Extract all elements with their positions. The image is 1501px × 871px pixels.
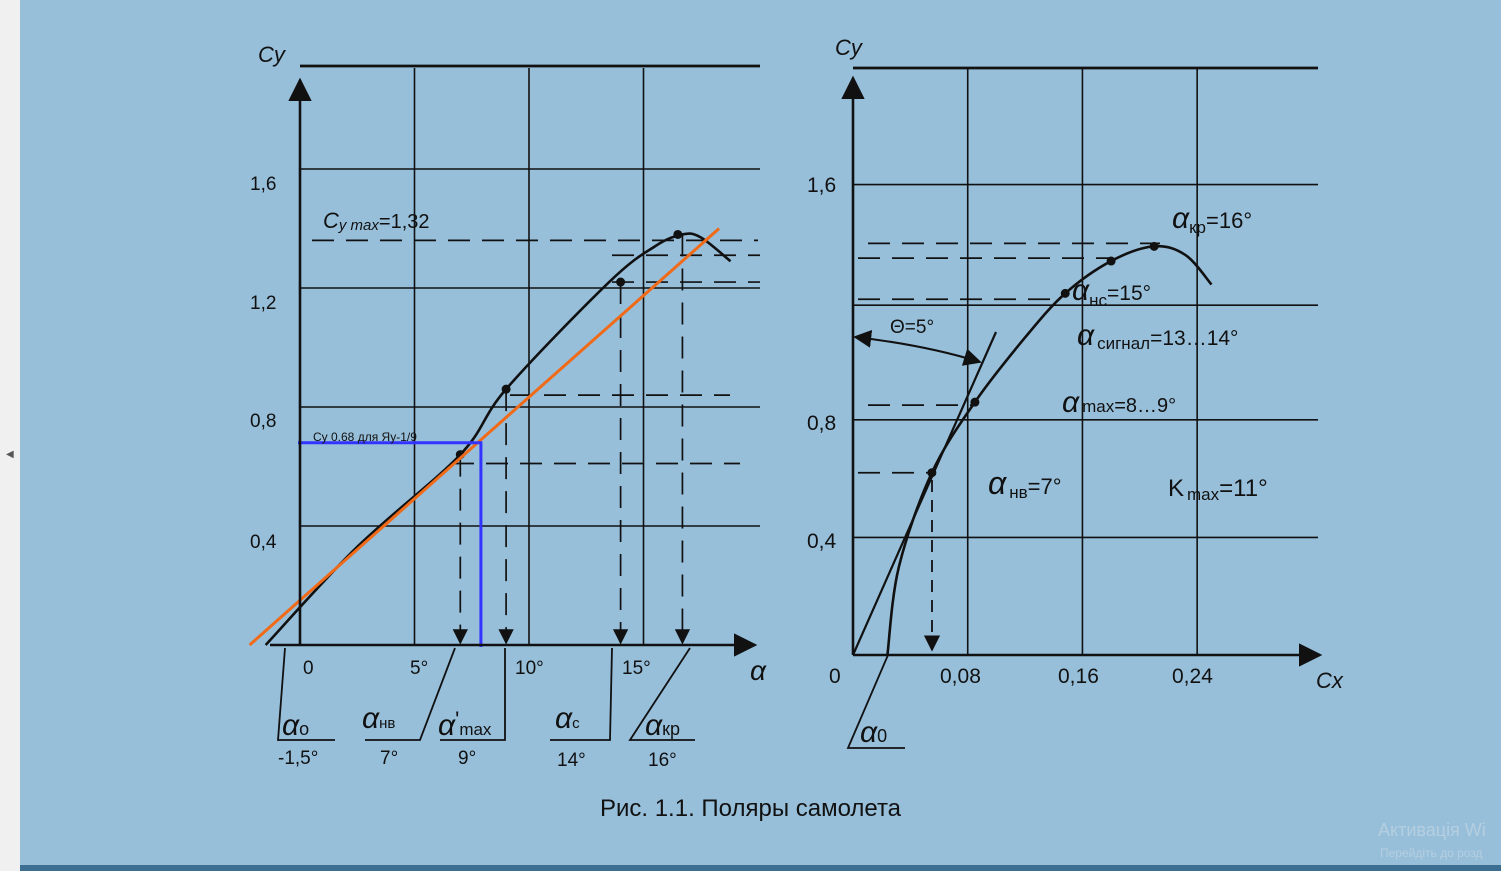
- cy-alpha-chart: Cy 0.68 для Яу-1/9 Cy α 0 5° 10° 15° 0,4…: [248, 42, 767, 771]
- activation-watermark: Активація Wi: [1378, 820, 1486, 840]
- left-gutter: [0, 0, 20, 871]
- tick-x-008: 0,08: [940, 665, 981, 688]
- alpha-max-value: 9°: [458, 748, 476, 769]
- x-axis-label: α: [750, 655, 767, 686]
- signal-label: α сигнал=13…14°: [1077, 319, 1238, 353]
- data-point: [1106, 256, 1116, 266]
- curve-points: [927, 241, 1159, 478]
- tick-x-15: 15°: [622, 658, 651, 679]
- tick-y-04: 0,4: [250, 532, 277, 553]
- overlay-blue-line: [298, 441, 483, 647]
- data-point: [1149, 241, 1159, 251]
- red-annotation: Cy 0.68 для Яу-1/9: [313, 430, 417, 444]
- tangent-line: [851, 331, 998, 656]
- anc-label: αнс=15°: [1072, 274, 1151, 310]
- alpha-max-label: α'max: [438, 707, 492, 742]
- theta-arc: [853, 329, 982, 366]
- grid: [853, 66, 1318, 655]
- alpha0-value: -1,5°: [278, 748, 318, 769]
- alpha-nv-label: αнв: [362, 702, 395, 735]
- activation-watermark-sub: Перейдіть до розд: [1380, 846, 1483, 860]
- alpha-kr-label: αкр: [645, 709, 680, 742]
- amax-label: α max=8…9°: [1062, 386, 1176, 419]
- tick-x-0: 0: [303, 658, 314, 679]
- tick-x-016: 0,16: [1058, 665, 1099, 688]
- overlay-orange-line: [248, 227, 721, 647]
- cymax-label: Cy max=1,32: [323, 208, 430, 234]
- grid: [300, 64, 760, 645]
- dashed-guides: [312, 234, 760, 645]
- y-axis-label: Cy: [835, 35, 864, 60]
- data-point: [1060, 288, 1070, 298]
- tick-x-5: 5°: [410, 658, 428, 679]
- cy-cx-polar-chart: Cy Cx 0 0,08 0,16 0,24 0,4 0,8 1,6 αкр=1…: [807, 35, 1344, 749]
- alpha0-label: αo: [282, 709, 309, 742]
- data-point: [501, 384, 511, 394]
- origin-label: 0: [829, 665, 841, 688]
- alpha0-leader: [846, 654, 905, 749]
- figure-caption: Рис. 1.1. Поляры самолета: [599, 795, 902, 822]
- data-point: [616, 277, 626, 287]
- x-axis-label: Cx: [1316, 668, 1344, 693]
- alpha-c-value: 14°: [557, 750, 586, 771]
- data-point: [927, 468, 937, 478]
- alpha0-label: α0: [860, 716, 887, 749]
- curve-points: [455, 229, 683, 460]
- data-point: [970, 397, 980, 407]
- tick-y-12: 1,2: [250, 293, 276, 314]
- image-canvas: [20, 0, 1501, 865]
- theta-label: Θ=5°: [890, 317, 934, 338]
- y-axis-label: Cy: [258, 42, 287, 67]
- bottom-border: [20, 865, 1501, 871]
- alpha-c-label: αс: [555, 702, 580, 735]
- akr-label: αкр=16°: [1172, 202, 1252, 237]
- tick-y-08: 0,8: [807, 412, 836, 435]
- polar-curve: [886, 244, 1213, 656]
- collapse-arrow-icon[interactable]: ◀: [6, 449, 14, 460]
- tick-y-16: 1,6: [807, 174, 836, 197]
- tick-y-16: 1,6: [250, 174, 276, 195]
- data-point: [673, 229, 683, 239]
- dashed-guides: [858, 242, 1160, 474]
- alpha-kr-value: 16°: [648, 750, 677, 771]
- tick-x-10: 10°: [515, 658, 544, 679]
- tick-y-04: 0,4: [807, 530, 837, 553]
- anv-label: α нв=7°: [988, 465, 1062, 502]
- alpha-nv-value: 7°: [380, 748, 398, 769]
- tick-y-08: 0,8: [250, 411, 276, 432]
- tick-x-024: 0,24: [1172, 665, 1213, 688]
- cy-alpha-curve: [264, 232, 732, 646]
